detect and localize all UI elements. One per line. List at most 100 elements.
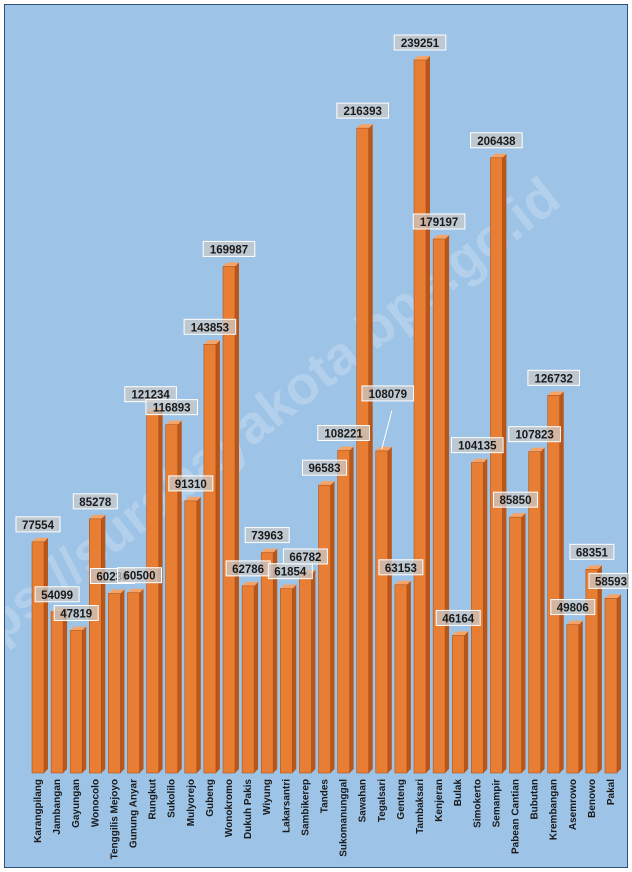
category-label-2: Jambangan [52,779,63,835]
bar-10 [203,344,217,774]
category-label-1: Karangpilang [33,779,44,843]
bars-group [31,56,621,774]
bar-side-27 [540,447,545,773]
bar-7 [146,411,159,774]
bar-side-10 [215,340,220,773]
data-label-box-26 [493,491,538,508]
data-label-23: 46164 [442,613,475,625]
data-label-box-15 [282,548,328,565]
data-label-2: 54099 [41,590,73,602]
data-label-27: 107823 [515,430,553,442]
category-label-4: Wonocolo [90,779,101,827]
bar-top-20 [394,580,411,585]
category-label-21: Tambaksari [415,779,426,834]
bar-top-21 [414,56,430,60]
data-label-29: 49806 [557,603,589,615]
bar-side-4 [101,514,106,773]
data-label-24: 104135 [458,441,497,453]
data-label-box-1 [15,516,61,533]
bar-top-19 [375,446,392,451]
data-label-18: 216393 [344,106,382,118]
bar-2 [50,611,64,774]
bar-side-5 [120,589,125,773]
bar-20 [394,584,408,774]
bar-top-26 [509,513,526,518]
bar-side-2 [63,607,68,773]
category-label-10: Gubeng [205,779,216,817]
bar-12 [241,585,255,774]
data-label-31: 58593 [595,576,627,588]
category-label-24: Simokerto [472,779,483,828]
category-label-18: Sawahan [358,779,369,822]
leader-line-tegalsari [381,410,393,450]
category-label-26: Pabean Cantian [511,779,522,854]
category-label-12: Dukuh Pakis [243,779,254,839]
bar-31 [604,598,618,774]
bar-side-21 [426,56,430,773]
bar-side-20 [406,580,411,773]
data-label-20: 63153 [385,563,417,575]
bar-15 [299,573,312,774]
bar-top-12 [242,581,259,586]
bar-16 [318,484,331,774]
bar-side-22 [445,234,450,773]
category-label-27: Bubutan [530,779,541,820]
data-label-17: 108221 [324,428,363,440]
data-label-28: 126732 [535,373,573,385]
bar-top-25 [490,153,507,158]
bar-side-26 [521,513,526,773]
bar-top-30 [585,565,602,570]
bar-side-13 [273,548,278,773]
data-label-box-23 [435,609,481,626]
value-labels-group: 7755454099478198527860230605001212341168… [15,34,629,626]
data-label-box-29 [550,599,596,616]
bar-top-24 [471,458,488,463]
data-label-22: 179197 [420,217,458,229]
bar-top-18 [356,124,373,129]
data-label-4: 85278 [79,497,112,509]
bar-21 [413,59,427,774]
category-label-8: Sukolilo [167,779,178,818]
category-label-29: Asemrowo [568,779,579,830]
bar-top-17 [337,446,354,451]
category-label-5: Tenggilis Mejoyo [109,779,120,859]
category-labels-group: Karangpilang Jambangan Gayungan Wonocolo Ten… [33,778,617,859]
bar-top-22 [433,234,450,239]
bar-28 [547,395,560,774]
bar-side-16 [330,481,335,773]
bar-1 [31,541,45,774]
bar-top-28 [547,391,564,396]
data-label-box-8 [145,399,198,416]
data-label-9: 91310 [175,479,207,491]
bar-top-4 [89,514,106,519]
bar-side-7 [158,407,163,773]
bar-side-19 [387,446,392,773]
category-label-9: Mulyorejo [186,779,197,826]
bar-top-27 [528,447,545,452]
data-label-26: 85850 [500,495,532,507]
data-label-box-30 [569,543,615,560]
data-label-12: 62786 [232,564,264,576]
data-label-25: 206438 [477,136,516,148]
bar-side-31 [617,594,621,773]
bar-17 [337,450,350,774]
bar-top-14 [280,584,297,589]
data-label-10: 143853 [191,322,229,334]
data-label-3: 47819 [60,608,92,620]
bar-side-3 [82,626,87,773]
bar-top-13 [261,548,278,553]
bar-side-6 [139,588,144,773]
bar-30 [585,569,599,774]
bar-8 [165,424,178,774]
bar-top-29 [566,620,583,625]
data-label-box-21 [393,34,447,51]
data-label-box-22 [412,213,466,230]
bar-top-16 [318,481,335,486]
data-label-box-11 [202,240,256,257]
bar-side-1 [44,537,48,773]
bar-top-1 [32,537,48,542]
category-label-20: Genteng [396,779,407,820]
category-label-11: Wonokromo [224,779,235,837]
data-label-7: 121234 [131,390,170,402]
data-label-19: 108079 [369,389,407,401]
